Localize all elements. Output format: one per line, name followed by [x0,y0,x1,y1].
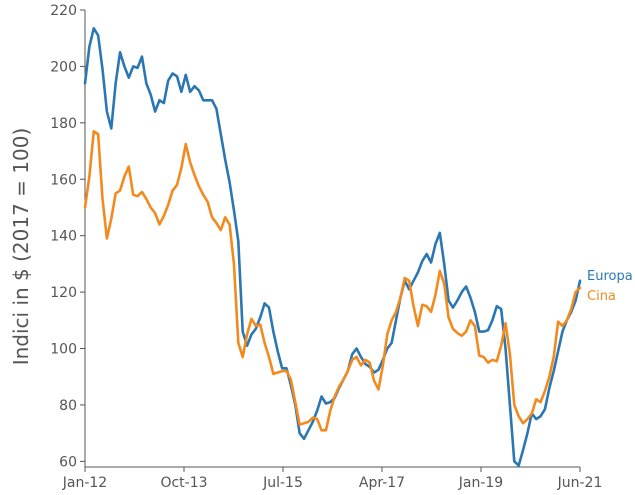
y-axis-title: Indici in $ (2017 = 100) [9,128,33,366]
y-tick-label: 80 [59,398,77,414]
y-tick-label: 60 [59,454,77,470]
x-axis-ticks: Jan-12 Oct-13 Jul-15 Apr-17 Jan-19 Jun-21 [62,467,603,491]
y-tick-label: 100 [50,342,77,358]
x-tick-label: Jan-19 [458,475,503,491]
x-tick-label: Apr-17 [359,475,405,491]
legend: Europa Cina [587,269,633,304]
y-tick-label: 180 [50,116,77,132]
legend-label-europa: Europa [587,269,633,284]
series-lines [83,27,582,467]
x-tick-label: Jul-15 [262,475,303,491]
y-tick-label: 140 [50,229,77,245]
y-axis-ticks: 60 80 100 120 140 160 180 200 220 [50,3,85,470]
x-tick-label: Oct-13 [160,475,207,491]
y-tick-label: 160 [50,172,77,188]
legend-label-cina: Cina [587,289,616,304]
y-tick-label: 120 [50,285,77,301]
y-tick-label: 220 [50,3,77,19]
series-line-cina [83,130,582,432]
x-tick-label: Jan-12 [62,475,107,491]
axes [84,10,580,468]
x-tick-label: Jun-21 [557,475,603,491]
y-tick-label: 200 [50,59,77,75]
